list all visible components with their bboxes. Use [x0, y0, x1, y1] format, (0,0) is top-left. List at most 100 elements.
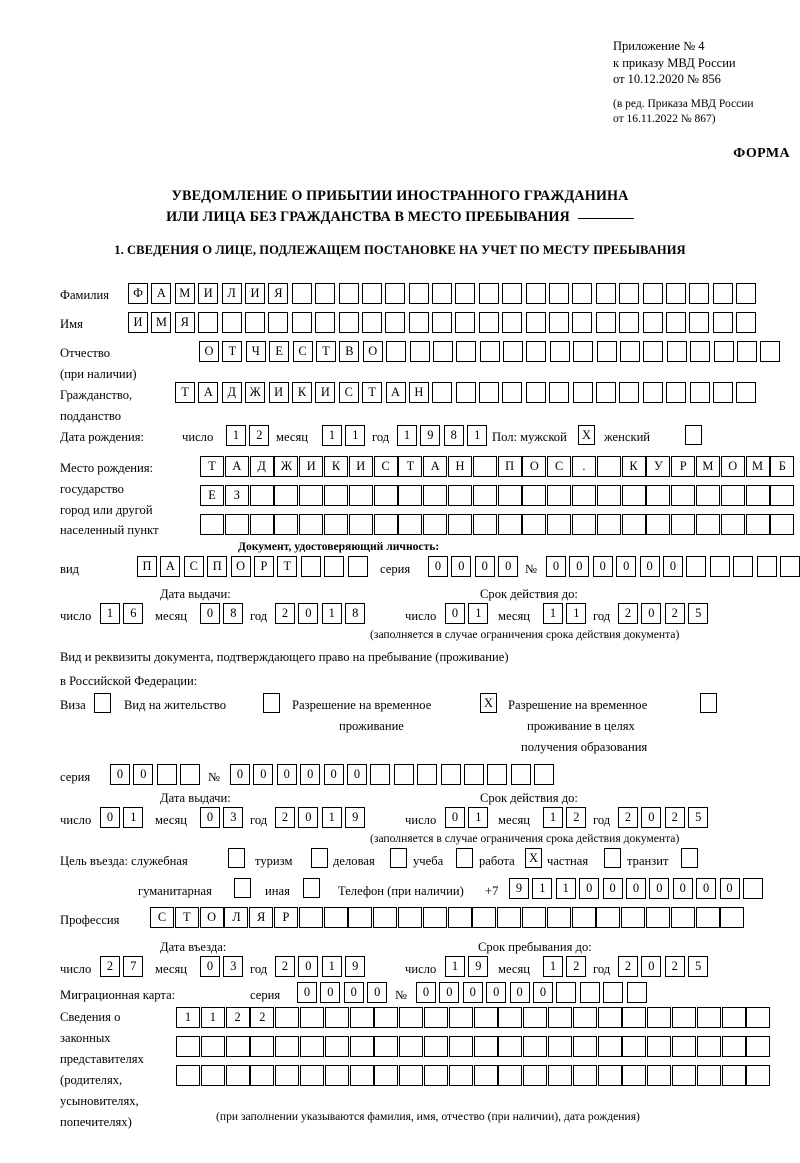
- char-cell[interactable]: 2: [275, 807, 295, 828]
- char-cell[interactable]: [463, 764, 484, 785]
- char-cell[interactable]: [349, 1007, 374, 1028]
- char-cell[interactable]: Т: [175, 382, 195, 403]
- char-cell[interactable]: [478, 312, 499, 333]
- char-cell[interactable]: [472, 485, 497, 506]
- char-cell[interactable]: [547, 514, 572, 535]
- char-cell[interactable]: 1: [100, 603, 120, 624]
- char-cell[interactable]: [720, 907, 745, 928]
- char-cell[interactable]: 3: [223, 956, 244, 977]
- char-cell[interactable]: [742, 878, 763, 899]
- char-cell[interactable]: [348, 485, 373, 506]
- char-cell[interactable]: [622, 1065, 647, 1086]
- char-cell[interactable]: 2: [664, 807, 685, 828]
- char-cell[interactable]: 2: [566, 956, 587, 977]
- char-cell[interactable]: Д: [249, 456, 274, 477]
- char-cell[interactable]: [497, 485, 522, 506]
- char-cell[interactable]: [300, 556, 321, 577]
- char-cell[interactable]: [712, 312, 733, 333]
- char-cell[interactable]: [523, 1036, 548, 1057]
- char-cell[interactable]: [709, 556, 730, 577]
- char-cell[interactable]: [665, 312, 686, 333]
- char-cell[interactable]: Р: [253, 556, 274, 577]
- char-cell[interactable]: 7: [123, 956, 144, 977]
- char-cell[interactable]: [696, 1065, 721, 1086]
- char-cell[interactable]: [487, 764, 508, 785]
- char-cell[interactable]: [502, 312, 523, 333]
- char-cell[interactable]: [671, 1065, 696, 1086]
- char-cell[interactable]: [299, 1036, 324, 1057]
- char-cell[interactable]: [746, 1036, 771, 1057]
- char-cell[interactable]: [176, 1036, 200, 1057]
- char-cell[interactable]: [249, 514, 274, 535]
- char-cell[interactable]: [525, 283, 546, 304]
- char-cell[interactable]: О: [522, 456, 547, 477]
- char-cell[interactable]: 0: [498, 556, 519, 577]
- char-cell[interactable]: [770, 514, 795, 535]
- char-cell[interactable]: [250, 1036, 275, 1057]
- char-cell[interactable]: 0: [297, 982, 317, 1003]
- char-cell[interactable]: 0: [569, 556, 590, 577]
- char-cell[interactable]: [546, 907, 571, 928]
- char-cell[interactable]: 1: [200, 1007, 225, 1028]
- char-cell[interactable]: [472, 907, 497, 928]
- char-cell[interactable]: Т: [174, 907, 199, 928]
- char-cell[interactable]: [417, 764, 438, 785]
- char-cell[interactable]: 2: [275, 956, 295, 977]
- char-cell[interactable]: И: [299, 456, 324, 477]
- char-cell[interactable]: [745, 485, 770, 506]
- char-cell[interactable]: [200, 1036, 225, 1057]
- char-cell[interactable]: 0: [320, 982, 341, 1003]
- char-cell[interactable]: 2: [664, 603, 685, 624]
- char-cell[interactable]: [712, 283, 733, 304]
- char-cell[interactable]: 9: [345, 807, 366, 828]
- char-cell[interactable]: [647, 1036, 672, 1057]
- char-cell[interactable]: [386, 341, 407, 362]
- char-cell[interactable]: 1: [467, 425, 488, 446]
- char-cell[interactable]: [291, 312, 312, 333]
- char-cell[interactable]: 5: [688, 807, 709, 828]
- char-cell[interactable]: [721, 1065, 746, 1086]
- char-cell[interactable]: [547, 1036, 572, 1057]
- char-cell[interactable]: [338, 283, 359, 304]
- char-cell[interactable]: А: [423, 456, 448, 477]
- char-cell[interactable]: [521, 907, 546, 928]
- char-cell[interactable]: [409, 341, 430, 362]
- legal-line-3-input[interactable]: [176, 1065, 771, 1086]
- char-cell[interactable]: [156, 764, 177, 785]
- char-cell[interactable]: [549, 312, 570, 333]
- char-cell[interactable]: П: [137, 556, 157, 577]
- char-cell[interactable]: Т: [315, 341, 336, 362]
- char-cell[interactable]: [348, 907, 373, 928]
- char-cell[interactable]: [619, 312, 640, 333]
- char-cell[interactable]: 0: [546, 556, 566, 577]
- sex-male-checkbox[interactable]: X: [578, 425, 595, 445]
- char-cell[interactable]: [393, 764, 414, 785]
- char-cell[interactable]: 0: [343, 982, 364, 1003]
- char-cell[interactable]: [572, 382, 593, 403]
- char-cell[interactable]: 2: [225, 1007, 250, 1028]
- char-cell[interactable]: 0: [416, 982, 436, 1003]
- char-cell[interactable]: М: [174, 283, 195, 304]
- char-cell[interactable]: 1: [468, 603, 489, 624]
- char-cell[interactable]: [370, 764, 391, 785]
- char-cell[interactable]: [525, 312, 546, 333]
- char-cell[interactable]: [473, 1065, 498, 1086]
- char-cell[interactable]: Я: [174, 312, 195, 333]
- char-cell[interactable]: [720, 485, 745, 506]
- purpose-transit-checkbox[interactable]: [681, 848, 698, 868]
- char-cell[interactable]: 9: [509, 878, 529, 899]
- char-cell[interactable]: [523, 1065, 548, 1086]
- char-cell[interactable]: [298, 907, 323, 928]
- char-cell[interactable]: [596, 907, 621, 928]
